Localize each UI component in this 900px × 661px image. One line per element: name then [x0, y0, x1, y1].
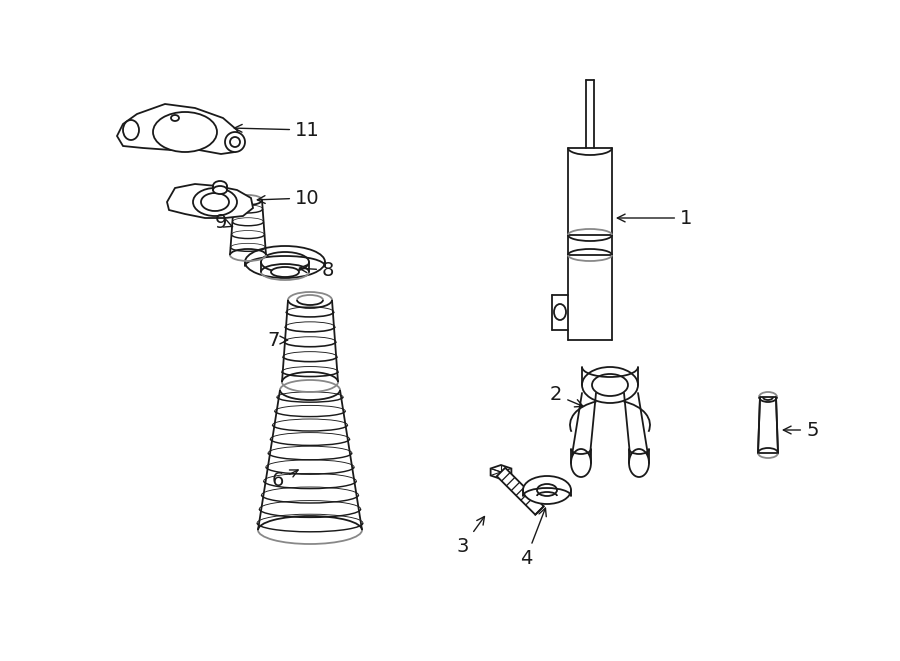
Ellipse shape — [537, 484, 557, 496]
Text: 8: 8 — [300, 260, 335, 280]
Polygon shape — [497, 468, 544, 515]
Ellipse shape — [201, 193, 229, 211]
Text: 7: 7 — [267, 330, 288, 350]
Polygon shape — [117, 104, 241, 154]
Ellipse shape — [123, 120, 139, 140]
Ellipse shape — [213, 181, 227, 191]
Ellipse shape — [523, 476, 571, 504]
Text: 6: 6 — [272, 470, 298, 490]
Ellipse shape — [171, 115, 179, 121]
Polygon shape — [491, 465, 511, 479]
Text: 10: 10 — [257, 188, 320, 208]
Ellipse shape — [261, 252, 309, 272]
Text: 2: 2 — [550, 385, 583, 407]
Ellipse shape — [245, 246, 325, 278]
Ellipse shape — [225, 132, 245, 152]
Ellipse shape — [193, 188, 237, 216]
Text: 11: 11 — [234, 120, 320, 139]
Ellipse shape — [213, 186, 227, 194]
Text: 9: 9 — [215, 212, 233, 231]
Text: 4: 4 — [520, 508, 546, 568]
Polygon shape — [758, 397, 778, 453]
Ellipse shape — [271, 267, 299, 277]
Text: 3: 3 — [457, 516, 484, 555]
Polygon shape — [167, 184, 253, 218]
Ellipse shape — [230, 137, 240, 147]
Ellipse shape — [153, 112, 217, 152]
Text: 5: 5 — [783, 420, 818, 440]
Text: 1: 1 — [617, 208, 692, 227]
